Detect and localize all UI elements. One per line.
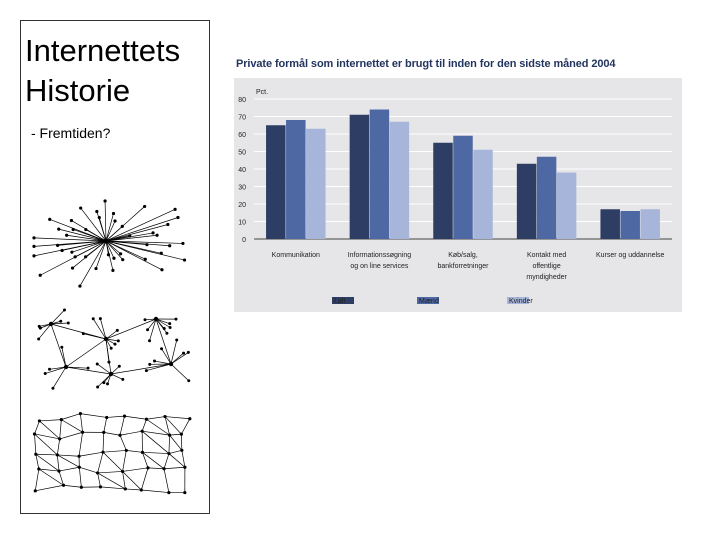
y-tick-label: 70 [238, 115, 246, 122]
bar [536, 156, 557, 239]
x-tick-label: offentlige [532, 263, 560, 270]
legend-swatch [332, 297, 354, 304]
y-tick-label: 40 [238, 167, 246, 174]
bar [516, 163, 537, 239]
bar [349, 114, 370, 239]
slide-subtitle: - Fremtiden? [31, 125, 111, 141]
legend-label: I alt [334, 298, 345, 305]
x-tick-label: myndigheder [526, 274, 567, 281]
bar [600, 209, 620, 239]
x-tick-label: og on line services [350, 263, 408, 270]
slide-title-line-1: Internettets [25, 33, 181, 68]
decentralized-network-diagram [37, 308, 191, 390]
chart-title: Private formål som internettet er brugt … [236, 58, 616, 70]
legend-swatch [507, 297, 529, 304]
slide-title-line-2: Historie [25, 73, 131, 108]
x-tick-label: Køb/salg, [448, 252, 478, 259]
x-tick-label: Kommunikation [272, 252, 320, 259]
bar [473, 149, 493, 239]
x-tick-label: Kurser og uddannelse [596, 252, 665, 259]
bar [640, 209, 660, 239]
centralized-network-diagram [32, 199, 187, 288]
distributed-network-diagram [32, 412, 192, 495]
bar [306, 128, 326, 239]
bar [286, 120, 306, 239]
y-tick-label: 20 [238, 202, 246, 209]
bar [433, 142, 453, 239]
x-tick-label: Kontakt med [527, 252, 566, 259]
slide-title-panel: Internettets Historie - Fremtiden? [20, 20, 210, 514]
y-tick-label: 10 [238, 220, 246, 227]
bar [556, 172, 577, 239]
y-tick-label: 60 [238, 132, 246, 139]
bar [369, 109, 390, 239]
x-tick-label: Informationssøgning [348, 252, 412, 259]
bar [620, 211, 640, 239]
legend-swatch [417, 297, 439, 304]
chart-panel: Private formål som internettet er brugt … [232, 52, 684, 312]
x-tick-label: bankforretninger [438, 263, 490, 270]
y-tick-label: 80 [238, 97, 246, 104]
network-diagrams [32, 199, 192, 495]
bar-chart: 0 10 20 30 40 50 60 70 80 Pct. Kommunikation Inform… [238, 89, 672, 305]
legend-label: Kvinder [509, 298, 533, 305]
y-tick-label: 50 [238, 150, 246, 157]
y-tick-label: 0 [242, 237, 246, 244]
slide-title: Internettets Historie [25, 31, 180, 111]
y-axis-label: Pct. [256, 89, 268, 96]
bar [389, 121, 410, 239]
legend-label: Mænd [419, 298, 439, 305]
bar [266, 125, 286, 239]
y-tick-label: 30 [238, 185, 246, 192]
bar [453, 135, 473, 239]
